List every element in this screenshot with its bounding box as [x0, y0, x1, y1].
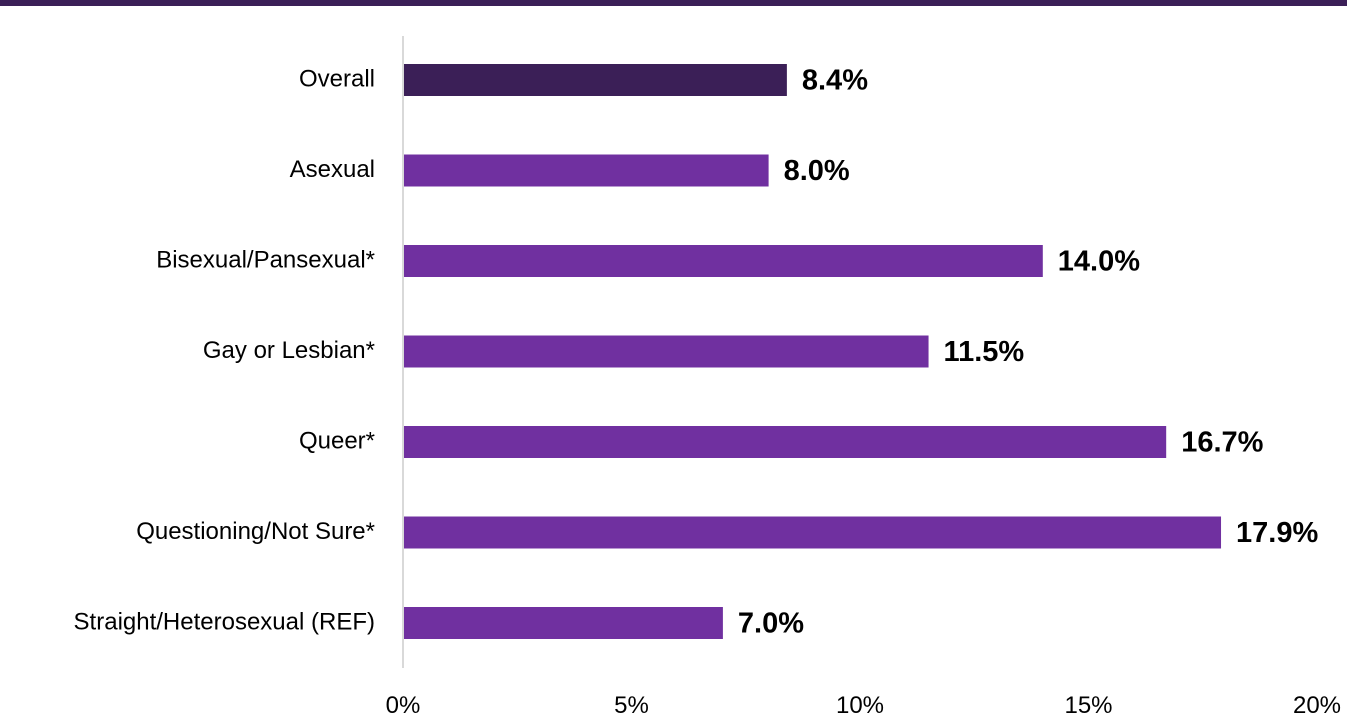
value-label: 17.9% [1236, 517, 1318, 549]
x-tick-label: 0% [386, 692, 421, 719]
x-tick-label: 10% [836, 692, 884, 719]
bar [404, 516, 1222, 549]
bar [404, 154, 769, 187]
value-label: 11.5% [944, 336, 1025, 368]
value-label: 16.7% [1181, 427, 1263, 459]
category-label: Straight/Heterosexual (REF) [74, 608, 375, 635]
category-label: Queer* [299, 427, 375, 454]
category-label: Bisexual/Pansexual* [156, 246, 375, 273]
value-label: 8.4% [802, 65, 868, 97]
x-tick-label: 5% [614, 692, 649, 719]
value-label: 8.0% [784, 155, 850, 187]
bar [404, 64, 787, 96]
bar [404, 335, 929, 368]
value-label: 7.0% [738, 608, 804, 640]
bar [404, 426, 1167, 458]
bar [404, 607, 723, 639]
top-band [0, 0, 1347, 6]
x-tick-label: 20% [1293, 692, 1341, 719]
category-label: Questioning/Not Sure* [136, 518, 375, 545]
x-tick-label: 15% [1064, 692, 1112, 719]
bar [404, 245, 1043, 277]
category-label: Overall [299, 65, 375, 92]
value-label: 14.0% [1058, 246, 1140, 278]
category-label: Asexual [290, 156, 375, 183]
category-label: Gay or Lesbian* [203, 337, 375, 364]
